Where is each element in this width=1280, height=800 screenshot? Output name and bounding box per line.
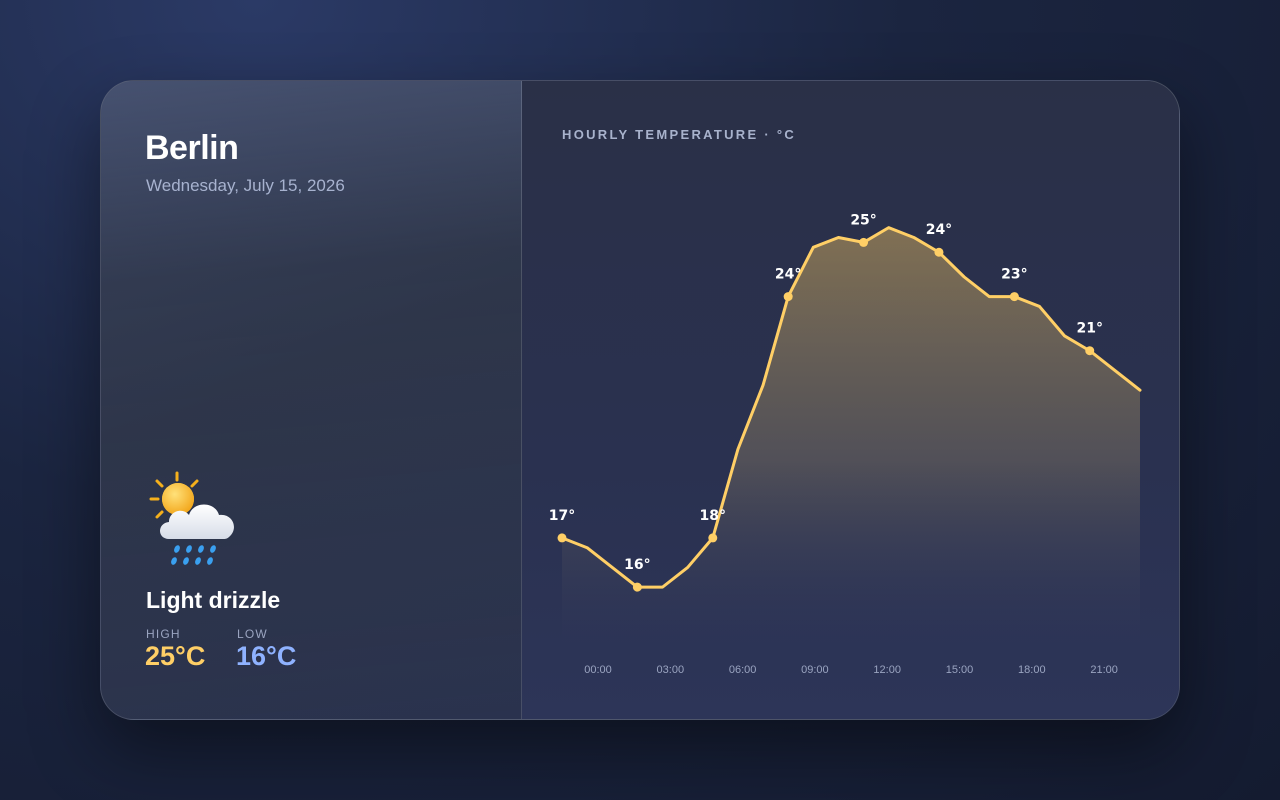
temperature-line [560,226,1142,589]
weather-card: Berlin Wednesday, July 15, 2026 [100,80,1180,720]
hourly-chart-panel: HOURLY TEMPERATURE · °C 17° 16° 18° 24° 25° 2… [522,81,1179,719]
temperature-point[interactable] [557,533,567,543]
temperature-area [562,227,1140,651]
city-name: Berlin [145,129,239,167]
date-label: Wednesday, July 15, 2026 [146,176,345,195]
temperature-point[interactable] [1009,292,1019,302]
temperature-point-label: 17° [549,508,575,524]
temperature-point-label: 25° [850,212,876,228]
x-tick-label: 21:00 [1090,664,1118,676]
chart-title: HOURLY TEMPERATURE · °C [562,127,797,142]
temperature-point[interactable] [632,582,642,592]
high-temp: 25°C [145,641,206,671]
temperature-point[interactable] [1085,346,1095,356]
high-label: HIGH [146,627,181,641]
temperature-point-label: 23° [1001,267,1027,283]
temperature-point[interactable] [708,533,718,543]
current-weather-panel: Berlin Wednesday, July 15, 2026 [101,81,522,719]
x-tick-label: 06:00 [729,664,757,676]
temperature-point-label: 16° [624,557,650,573]
x-tick-label: 03:00 [657,664,685,676]
sun-behind-rain-cloud-icon [149,471,234,565]
x-tick-label: 18:00 [1018,664,1046,676]
x-tick-label: 15:00 [946,664,974,676]
low-temp: 16°C [236,641,297,671]
temperature-point[interactable] [934,247,944,257]
temperature-point-label: 18° [700,508,726,524]
condition-label: Light drizzle [146,587,281,613]
temperature-point-label: 24° [926,222,952,238]
temperature-chart: 17° 16° 18° 24° 25° 24° 23° 21° 00:00 03:00 06:00… [549,212,1142,676]
temperature-point-label: 24° [775,267,801,283]
x-tick-label: 12:00 [873,664,901,676]
temperature-point[interactable] [859,237,869,247]
temperature-point-label: 21° [1076,321,1102,337]
low-label: LOW [237,627,268,641]
temperature-point[interactable] [783,292,793,302]
x-tick-label: 00:00 [584,664,612,676]
x-tick-label: 09:00 [801,664,829,676]
